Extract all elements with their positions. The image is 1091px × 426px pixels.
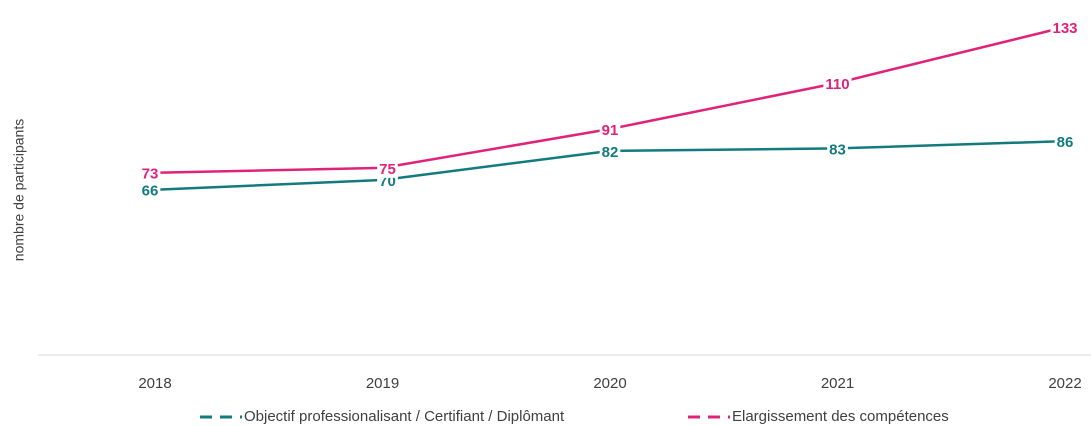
data-label-bg xyxy=(599,143,621,161)
x-tick-label: 2021 xyxy=(821,375,854,392)
data-label-bg xyxy=(823,75,852,93)
x-tick-label: 2019 xyxy=(366,375,399,392)
data-label-bg xyxy=(827,141,848,159)
data-label-bg xyxy=(139,165,161,183)
x-tick-label: 2022 xyxy=(1048,375,1081,392)
data-label: 82 xyxy=(602,144,619,161)
data-label: 86 xyxy=(1057,134,1074,151)
data-label: 75 xyxy=(379,161,396,178)
x-tick-label: 2018 xyxy=(138,375,171,392)
legend-label: Objectif professionalisant / Certifiant … xyxy=(244,408,565,425)
data-label-bg xyxy=(599,121,621,139)
data-label: 83 xyxy=(829,141,846,158)
data-label-bg xyxy=(1050,19,1080,37)
data-label: 91 xyxy=(602,122,619,139)
data-label-bg xyxy=(139,182,161,200)
data-label: 133 xyxy=(1052,20,1077,37)
y-axis-label: nombre de participants xyxy=(11,119,27,261)
data-label: 73 xyxy=(142,166,159,183)
data-label: 110 xyxy=(825,76,849,93)
data-label-bg xyxy=(1054,134,1076,152)
data-label-bg xyxy=(377,160,398,178)
x-tick-label: 2020 xyxy=(593,375,626,392)
legend-label: Elargissement des compétences xyxy=(732,408,949,425)
data-label: 66 xyxy=(142,183,159,200)
